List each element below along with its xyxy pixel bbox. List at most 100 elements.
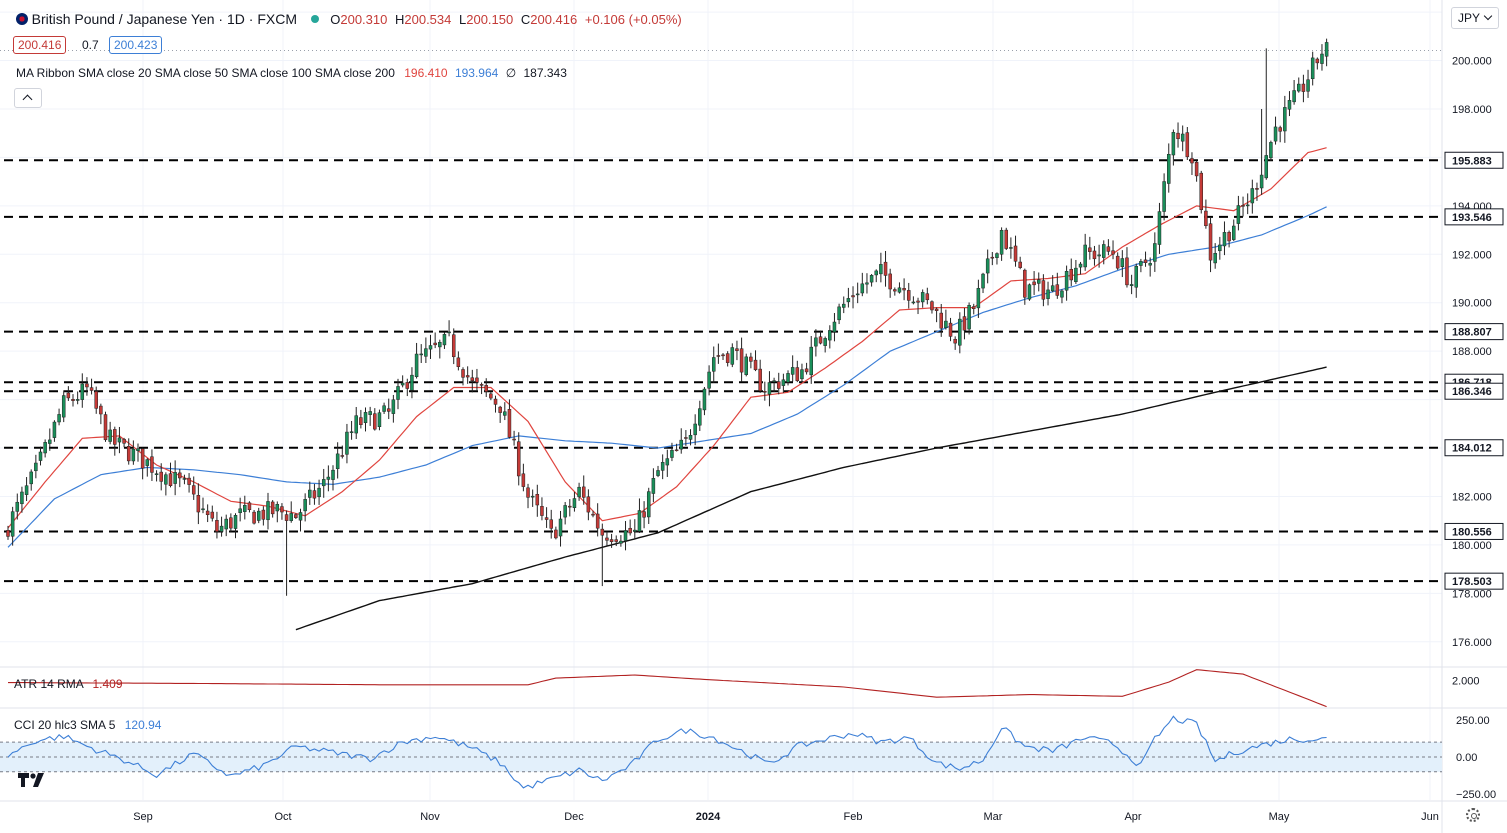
ohlc-readout: O200.310 H200.534 L200.150 C200.416 +0.1… — [330, 12, 682, 27]
cci-legend[interactable]: CCI 20 hlc3 SMA 5 120.94 — [14, 718, 162, 732]
candle — [1023, 268, 1027, 305]
chevron-up-icon — [22, 94, 33, 105]
symbol-header[interactable]: British Pound / Japanese Yen · 1D · FXCM… — [16, 11, 682, 27]
candle — [386, 398, 391, 420]
collapse-legend-button[interactable] — [14, 88, 42, 108]
candle — [1009, 237, 1013, 259]
market-status-icon — [310, 15, 319, 23]
candle — [414, 342, 419, 379]
candle — [1111, 240, 1115, 260]
atr-value: 1.409 — [92, 677, 123, 691]
sma50-value: 193.964 — [454, 66, 499, 80]
candle — [609, 533, 614, 548]
candle — [1078, 261, 1083, 275]
candle — [1120, 250, 1125, 278]
ma-ribbon-legend[interactable]: MA Ribbon SMA close 20 SMA close 50 SMA … — [16, 66, 567, 80]
cci-value: 120.94 — [124, 718, 162, 732]
candle — [790, 355, 795, 382]
candle — [20, 486, 24, 513]
tradingview-logo[interactable] — [18, 772, 48, 788]
settings-gear-icon[interactable] — [1466, 808, 1480, 822]
candle — [572, 491, 577, 512]
candle — [465, 366, 470, 384]
price-tick-label: 180.000 — [1452, 540, 1492, 552]
candle — [10, 506, 15, 546]
candle — [1255, 182, 1259, 201]
candle — [400, 375, 405, 388]
candle — [280, 503, 284, 520]
candle — [888, 268, 892, 298]
candle — [410, 367, 414, 399]
candle — [461, 367, 465, 386]
candle — [944, 309, 948, 330]
sma100-value: ∅ — [505, 66, 517, 80]
candle — [1250, 179, 1255, 214]
candle — [1204, 199, 1208, 229]
candle — [191, 476, 196, 500]
candle — [1320, 44, 1324, 71]
candle — [1074, 259, 1078, 284]
candle — [540, 497, 544, 521]
price-axis[interactable]: 176.000 178.000 180.000 182.000 188.000 190.0… — [1444, 7, 1504, 801]
bid-badge[interactable]: 200.416 — [13, 36, 67, 54]
time-tick-label: Jun — [1421, 811, 1439, 823]
candle — [962, 308, 967, 340]
candle — [354, 406, 358, 440]
candle — [581, 475, 586, 505]
candle — [711, 346, 716, 383]
candle — [507, 399, 512, 439]
time-tick-label: Feb — [844, 811, 863, 823]
candle — [1167, 143, 1171, 193]
candle — [94, 386, 98, 414]
sma200-value: 187.343 — [523, 66, 567, 80]
time-axis[interactable]: Sep Oct Nov Dec 2024 Feb Mar Apr May Jun — [133, 811, 1439, 823]
time-tick-label: May — [1269, 811, 1290, 823]
candle — [971, 303, 976, 315]
candle — [196, 483, 201, 525]
level-price-label: 193.546 — [1452, 212, 1492, 224]
candle — [1088, 236, 1092, 260]
candle — [126, 438, 131, 465]
candle — [684, 430, 688, 446]
time-tick-label: Apr — [1124, 811, 1141, 823]
candle — [725, 351, 730, 367]
candle — [832, 313, 837, 342]
currency-button[interactable]: JPY — [1451, 7, 1499, 29]
candle — [526, 483, 530, 509]
ask-badge[interactable]: 200.423 — [109, 36, 163, 54]
candle — [670, 442, 674, 462]
candle — [1046, 281, 1050, 306]
candle — [776, 372, 781, 395]
candle — [6, 525, 10, 540]
price-tick-label: 198.000 — [1452, 104, 1492, 116]
candle — [233, 513, 238, 539]
candle — [85, 377, 89, 396]
candle — [1050, 275, 1055, 293]
candle — [646, 487, 651, 524]
candle — [140, 447, 145, 480]
candle — [1315, 57, 1320, 70]
candle — [549, 509, 553, 539]
candle — [1092, 245, 1097, 266]
spread-value: 0.7 — [82, 38, 99, 52]
candle — [396, 378, 400, 410]
candle — [1194, 160, 1199, 182]
candle — [201, 497, 205, 514]
candle — [1283, 95, 1287, 143]
candle — [721, 353, 725, 360]
candle — [702, 387, 707, 416]
candle — [521, 463, 526, 492]
candle — [1297, 77, 1301, 93]
level-price-tag: 184.012 — [1444, 439, 1504, 457]
candle — [1041, 274, 1046, 307]
atr-legend[interactable]: ATR 14 RMA 1.409 — [14, 677, 123, 691]
candle — [981, 272, 985, 294]
candle — [911, 296, 916, 305]
candle — [470, 369, 475, 393]
candle — [1055, 272, 1060, 299]
candle — [1013, 235, 1018, 267]
candle — [1083, 233, 1087, 271]
candle — [1324, 38, 1329, 67]
candle — [563, 501, 567, 525]
